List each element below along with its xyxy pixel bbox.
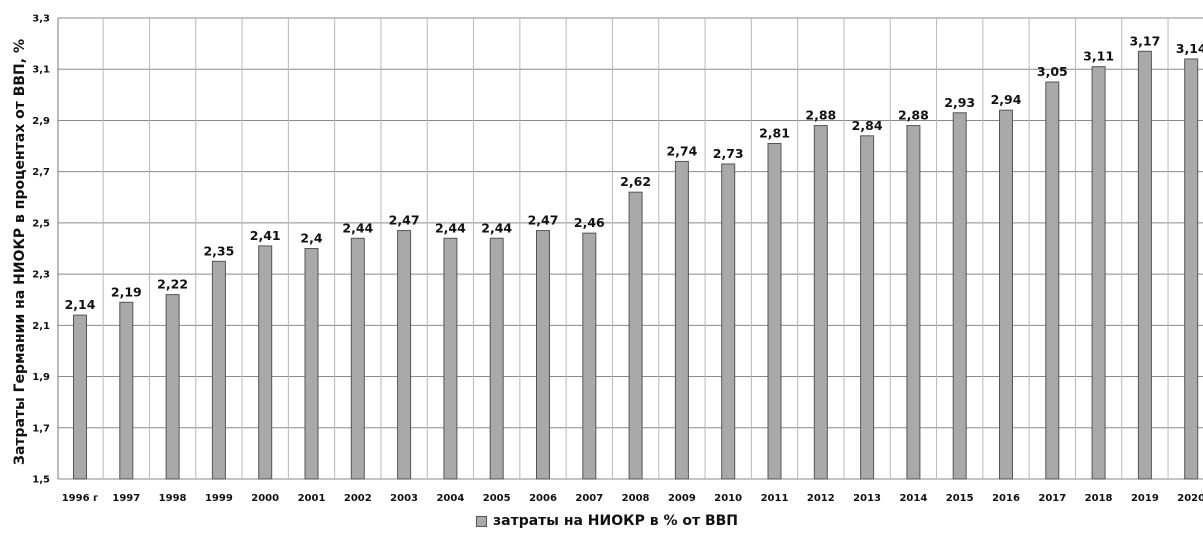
bar (397, 230, 412, 480)
data-label: 2,88 (805, 108, 836, 123)
bar (258, 245, 273, 480)
y-tick-label: 3,3 (32, 14, 50, 25)
x-tick-label: 2009 (668, 493, 696, 504)
x-tick-label: 2019 (1131, 493, 1159, 504)
data-label: 2,44 (342, 220, 373, 235)
data-label: 2,73 (713, 146, 744, 161)
x-tick-label: 1999 (205, 493, 233, 504)
y-tick-label: 2,7 (32, 167, 50, 178)
x-axis-ticks: 1996 г 1997 1998 1999 2000 2001 2002 2003 2004 20… (62, 493, 1203, 504)
data-label: 2,19 (111, 284, 142, 299)
x-tick-label: 2016 (992, 493, 1020, 504)
bar (582, 232, 597, 480)
x-tick-label: 2015 (946, 493, 974, 504)
bar (860, 135, 875, 480)
bar (674, 160, 689, 480)
grid-lines (57, 17, 1203, 480)
data-label: 2,46 (574, 215, 605, 230)
bar (119, 301, 134, 480)
x-tick-label: 1997 (112, 493, 140, 504)
data-label: 3,05 (1037, 64, 1068, 79)
y-tick-label: 2,9 (32, 116, 50, 127)
x-tick-label: 1996 г (62, 493, 99, 504)
x-tick-label: 2007 (575, 493, 603, 504)
data-label: 2,47 (528, 213, 559, 228)
x-tick-label: 2018 (1085, 493, 1113, 504)
y-tick-label: 1,5 (32, 475, 50, 486)
bar (489, 237, 504, 480)
bar (350, 237, 365, 480)
y-tick-label: 2,5 (32, 218, 50, 229)
y-tick-label: 1,7 (32, 423, 50, 434)
bar (999, 109, 1013, 480)
bar (443, 237, 458, 480)
data-label: 3,17 (1129, 33, 1160, 48)
y-tick-label: 2,3 (32, 270, 50, 281)
data-label: 2,44 (481, 220, 512, 235)
legend-swatch (476, 515, 487, 527)
data-label: 3,14 (1176, 41, 1203, 56)
x-tick-label: 2011 (761, 493, 789, 504)
bar (813, 125, 828, 480)
bar (304, 248, 319, 480)
x-tick-label: 2003 (390, 493, 418, 504)
x-tick-label: 2014 (899, 493, 927, 504)
data-label: 2,62 (620, 174, 651, 189)
x-tick-label: 2012 (807, 493, 835, 504)
legend-label: затраты на НИОКР в % от ВВП (493, 513, 739, 529)
x-tick-label: 2017 (1038, 493, 1066, 504)
data-label: 2,88 (898, 108, 929, 123)
bar (767, 142, 782, 480)
data-label: 2,41 (250, 228, 281, 243)
bar (952, 112, 967, 480)
bars (73, 50, 1199, 480)
data-label: 2,44 (435, 220, 466, 235)
bar (721, 163, 736, 480)
x-tick-label: 2000 (251, 493, 279, 504)
x-tick-label: 2006 (529, 493, 557, 504)
bar (906, 125, 921, 480)
bar (536, 230, 550, 480)
bar (1137, 50, 1152, 480)
x-tick-label: 2002 (344, 493, 372, 504)
data-labels: 2,14 2,19 2,22 2,35 2,41 2,4 2,44 2,47 2,44 2,44 2… (65, 33, 1203, 312)
x-tick-label: 2013 (853, 493, 881, 504)
data-label: 2,93 (944, 95, 975, 110)
x-tick-label: 2020 (1177, 493, 1203, 504)
y-axis-label: Затраты Германии на НИОКР в процентах от… (12, 39, 28, 465)
data-label: 2,22 (157, 277, 188, 292)
y-tick-label: 3,1 (32, 65, 50, 76)
x-tick-label: 2008 (622, 493, 650, 504)
bar (1184, 58, 1199, 480)
bar (165, 294, 180, 480)
data-label: 2,74 (666, 143, 697, 158)
x-tick-label: 2005 (483, 493, 511, 504)
x-tick-label: 2010 (714, 493, 742, 504)
y-axis-ticks: 1,5 1,7 1,9 2,1 2,3 2,5 2,7 2,9 3,1 3,3 (32, 14, 50, 486)
data-label: 2,47 (389, 213, 420, 228)
bar (73, 314, 87, 480)
y-tick-label: 1,9 (32, 372, 50, 383)
y-tick-label: 2,1 (32, 321, 50, 332)
data-label: 2,4 (300, 231, 322, 246)
x-tick-label: 2001 (298, 493, 326, 504)
bar (628, 191, 643, 480)
data-label: 2,84 (852, 118, 883, 133)
data-label: 3,11 (1083, 49, 1114, 64)
x-tick-label: 2004 (436, 493, 464, 504)
data-label: 2,35 (203, 243, 234, 258)
legend: затраты на НИОКР в % от ВВП (476, 512, 738, 530)
bar (1045, 81, 1060, 480)
data-label: 2,94 (991, 92, 1022, 107)
data-label: 2,14 (65, 297, 96, 312)
x-tick-label: 1998 (159, 493, 187, 504)
bar (211, 260, 226, 480)
bar (1091, 66, 1106, 480)
data-label: 2,81 (759, 125, 790, 140)
